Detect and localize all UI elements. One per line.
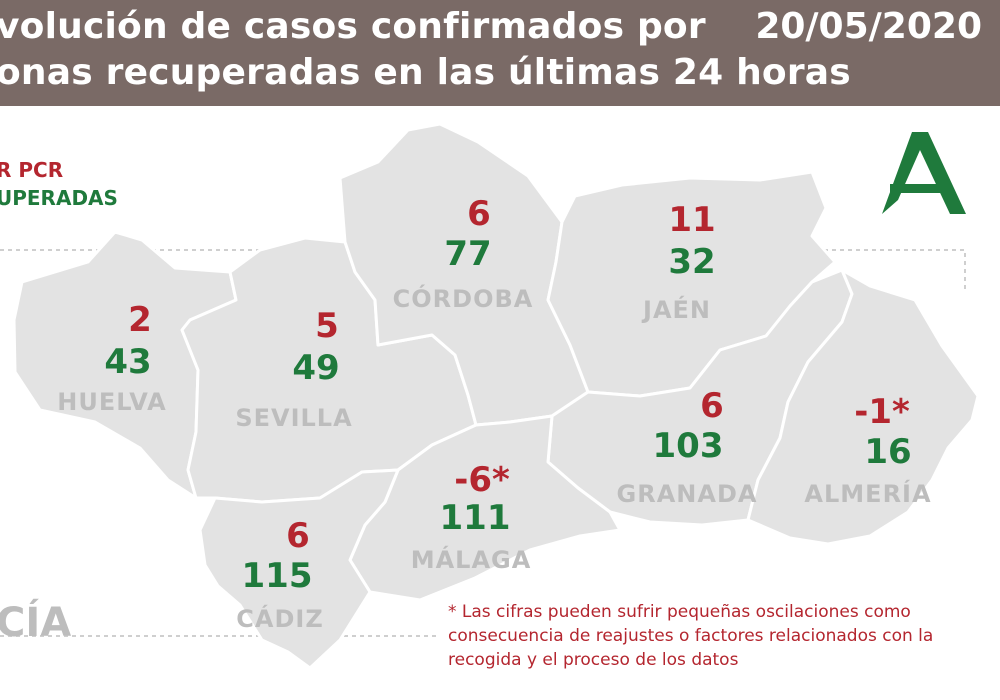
- jaen-recovered: 32: [668, 242, 716, 282]
- legend-recovered: UPERADAS: [0, 186, 118, 210]
- title-line-1: volución de casos confirmados por: [0, 6, 706, 47]
- brand-text: CÍA: [0, 600, 72, 646]
- sevilla-cases: 5: [315, 306, 339, 346]
- granada-recovered: 103: [652, 426, 724, 466]
- almeria-cases: -1*: [854, 392, 910, 432]
- date-label: 20/05/2020: [755, 6, 982, 47]
- malaga-recovered: 111: [439, 498, 511, 538]
- legend-pcr: R PCR: [0, 158, 64, 182]
- sevilla-recovered: 49: [292, 348, 340, 388]
- footnote: * Las cifras pueden sufrir pequeñas osci…: [448, 602, 934, 670]
- granada-label: GRANADA: [616, 480, 758, 508]
- huelva-cases: 2: [128, 300, 152, 340]
- granada-cases: 6: [700, 386, 724, 426]
- almeria-recovered: 16: [864, 432, 912, 472]
- sevilla-label: SEVILLA: [235, 404, 353, 432]
- cordoba-cases: 6: [467, 194, 491, 234]
- cordoba-label: CÓRDOBA: [392, 285, 534, 313]
- province-shape-cadiz: [198, 468, 400, 670]
- huelva-label: HUELVA: [57, 388, 167, 416]
- cadiz-label: CÁDIZ: [236, 605, 324, 633]
- cadiz-cases: 6: [286, 516, 310, 556]
- malaga-cases: -6*: [454, 460, 510, 500]
- huelva-recovered: 43: [104, 342, 152, 382]
- cadiz-recovered: 115: [241, 556, 313, 596]
- jaen-cases: 11: [668, 200, 716, 240]
- junta-andalucia-logo-icon: [882, 132, 966, 214]
- header-bar: volución de casos confirmados por onas r…: [0, 0, 1000, 106]
- cordoba-recovered: 77: [444, 234, 492, 274]
- almeria-label: ALMERÍA: [804, 480, 932, 508]
- malaga-label: MÁLAGA: [410, 546, 532, 574]
- title-line-2: onas recuperadas en las últimas 24 horas: [0, 52, 851, 93]
- province-shape-almeria: [746, 268, 980, 546]
- jaen-label: JAÉN: [643, 296, 711, 324]
